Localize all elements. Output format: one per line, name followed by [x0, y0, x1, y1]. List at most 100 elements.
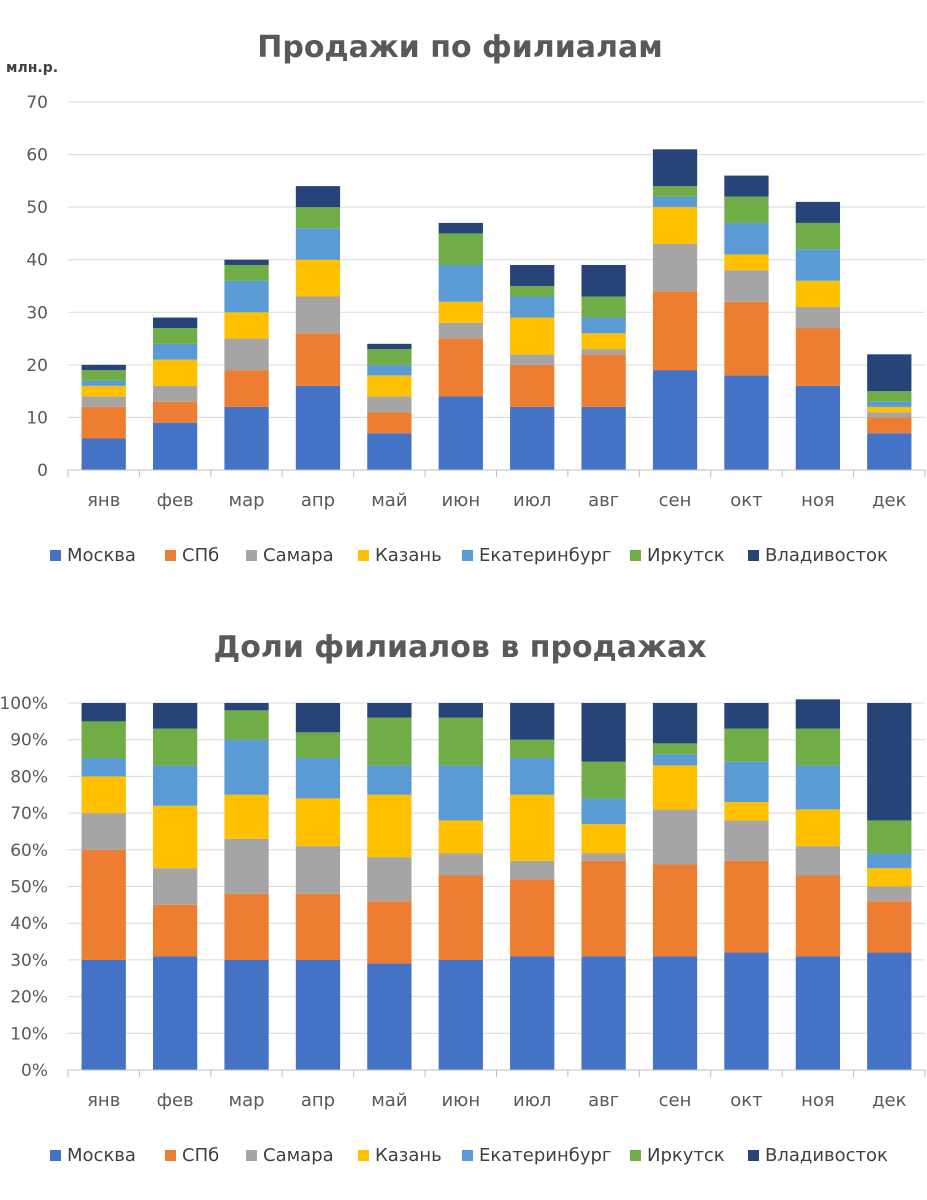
bar-segment-moscow: [152, 422, 198, 470]
bar-segment-kazan: [581, 333, 626, 350]
bar-segment-ekaterinburg: [81, 380, 126, 386]
legend-label: Иркутск: [647, 545, 725, 566]
x-tick-label: окт: [730, 1090, 762, 1111]
legend-swatch: [50, 550, 61, 561]
bar-segment-spb: [438, 338, 483, 397]
bar-segment-kazan: [295, 259, 341, 297]
bar-segment-vladivostok: [795, 201, 841, 223]
bar-segment-spb: [724, 301, 769, 376]
sales-by-branch-chart: Продажи по филиалам млн.р. 0 10 20 30 40 50 60…: [6, 30, 926, 566]
y-tick-label: 0%: [21, 1061, 48, 1081]
bar-segment-ekaterinburg: [652, 754, 698, 766]
legend-swatch: [748, 550, 759, 561]
y-tick-label: 70%: [10, 804, 48, 824]
legend-item-moscow: Москва: [50, 1145, 136, 1166]
y-tick-label: 90%: [10, 731, 48, 751]
y-tick-label: 40%: [10, 914, 48, 934]
bar-segment-moscow: [295, 385, 341, 470]
bar-segment-spb: [867, 417, 912, 434]
bar-segment-samara: [652, 243, 698, 292]
bar-segment-spb: [652, 291, 698, 371]
legend-item-ekaterinburg: Екатеринбург: [462, 1145, 611, 1166]
x-tick-label: ноя: [801, 1090, 835, 1111]
bar-segment-irkutsk: [795, 222, 841, 250]
chart-title: Продажи по филиалам: [257, 30, 663, 65]
bar-segment-samara: [438, 322, 483, 339]
bar-segment-vladivostok: [581, 703, 626, 762]
x-tick-label: июн: [441, 490, 480, 511]
y-tick-label: 10%: [10, 1024, 48, 1044]
bar-segment-irkutsk: [510, 286, 555, 297]
bar-segment-moscow: [795, 956, 841, 1070]
bar-segment-vladivostok: [367, 703, 412, 718]
legend-swatch: [165, 1150, 176, 1161]
bar-segment-ekaterinburg: [438, 264, 483, 302]
bar-segment-irkutsk: [224, 710, 269, 740]
bar-segment-kazan: [724, 254, 769, 271]
bar-segment-moscow: [724, 375, 769, 470]
bar-segment-samara: [795, 307, 841, 329]
branch-share-chart: Доли филиалов в продажах 0% 10% 20% 30% 40% 5…: [0, 630, 926, 1166]
bar-segment-spb: [581, 354, 626, 407]
bar-segment-irkutsk: [510, 739, 555, 759]
legend-label: Владивосток: [765, 545, 888, 566]
bar-segment-moscow: [652, 370, 698, 470]
bar-segment-irkutsk: [581, 761, 626, 799]
legend-label: Иркутск: [647, 1145, 725, 1166]
bar-segment-vladivostok: [295, 186, 341, 208]
bar-segment-kazan: [224, 312, 269, 339]
x-tick-label: апр: [301, 490, 335, 511]
bar-segment-ekaterinburg: [295, 228, 341, 260]
legend-item-spb: СПб: [165, 545, 219, 566]
bar-segment-samara: [581, 349, 626, 355]
legend-label: Екатеринбург: [479, 1145, 611, 1166]
legend-swatch: [462, 1150, 473, 1161]
bar-segment-spb: [224, 893, 269, 960]
bar-segment-samara: [224, 838, 269, 894]
bar-segment-ekaterinburg: [152, 765, 198, 806]
bar-segment-ekaterinburg: [438, 765, 483, 821]
legend-item-samara: Самара: [246, 1145, 334, 1166]
x-tick-label: мар: [229, 1090, 265, 1111]
bar-segment-ekaterinburg: [224, 739, 269, 795]
bar-segment-ekaterinburg: [652, 196, 698, 208]
bar-segment-moscow: [724, 952, 769, 1070]
bar-segment-samara: [295, 296, 341, 334]
bar-segment-kazan: [295, 798, 341, 847]
bar-segment-kazan: [367, 375, 412, 397]
x-tick-label: май: [371, 1090, 407, 1111]
x-tick-label: сен: [659, 1090, 692, 1111]
bar-segment-irkutsk: [652, 743, 698, 755]
bar-segment-spb: [367, 412, 412, 434]
bar-segment-kazan: [152, 805, 198, 869]
legend-label: Казань: [375, 545, 442, 566]
legend-item-ekaterinburg: Екатеринбург: [462, 545, 611, 566]
bar-segment-moscow: [367, 963, 412, 1070]
bar-segment-vladivostok: [652, 149, 698, 187]
legend-swatch: [358, 550, 369, 561]
bar-segment-vladivostok: [224, 703, 269, 711]
bar-segment-spb: [724, 860, 769, 953]
legend-label: СПб: [182, 1145, 219, 1166]
bar-segment-spb: [295, 333, 341, 386]
x-tick-label: мар: [229, 490, 265, 511]
bar-segment-moscow: [438, 959, 483, 1070]
x-tick-label: сен: [659, 490, 692, 511]
x-tick-label: июн: [441, 1090, 480, 1111]
bar-segment-kazan: [510, 794, 555, 861]
bar-segment-samara: [724, 270, 769, 302]
bar-segment-spb: [152, 401, 198, 423]
bar-segment-samara: [795, 846, 841, 876]
bar-segment-irkutsk: [581, 296, 626, 318]
bar-segment-vladivostok: [724, 175, 769, 197]
bar-segment-samara: [367, 396, 412, 413]
bar-segment-kazan: [438, 301, 483, 323]
bar-segment-kazan: [510, 317, 555, 355]
bar-segment-ekaterinburg: [295, 758, 341, 799]
bar-segment-irkutsk: [295, 207, 341, 229]
bar-segment-moscow: [867, 433, 912, 470]
bar-segment-irkutsk: [652, 186, 698, 197]
bar-segment-samara: [510, 860, 555, 880]
bar-segment-vladivostok: [438, 703, 483, 718]
legend-swatch: [630, 550, 641, 561]
